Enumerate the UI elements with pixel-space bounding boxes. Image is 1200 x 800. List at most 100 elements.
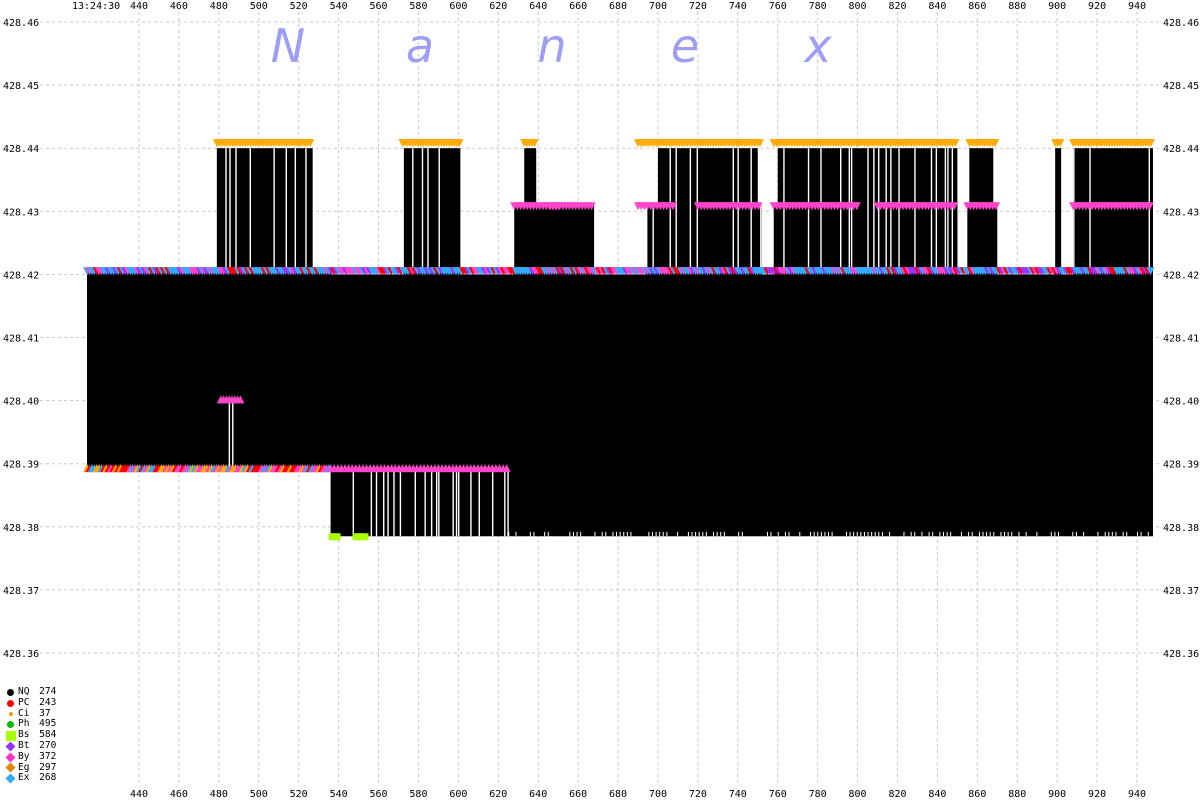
quote-gap xyxy=(235,148,237,272)
quote-gap xyxy=(820,148,822,272)
quote-gap xyxy=(848,148,851,272)
quote-marker xyxy=(1146,267,1155,276)
x-tick-bottom: 920 xyxy=(1088,789,1106,800)
nbbo-band xyxy=(220,400,241,471)
quote-gap xyxy=(626,531,628,537)
x-tick-top: 760 xyxy=(769,1,787,12)
quote-gap xyxy=(508,531,510,537)
quote-marker xyxy=(1056,139,1065,148)
round-marker-icon xyxy=(7,688,14,696)
x-tick-top: 920 xyxy=(1088,1,1106,12)
quote-gap xyxy=(675,148,677,272)
quote-gap xyxy=(910,531,912,537)
diamond-marker-icon xyxy=(5,741,16,752)
quote-gap xyxy=(1036,531,1038,537)
quote-gap xyxy=(273,148,275,272)
quote-gap xyxy=(856,531,858,537)
x-tick-top: 620 xyxy=(489,1,507,12)
quote-gap xyxy=(1000,531,1002,537)
quote-gap xyxy=(605,531,607,537)
x-tick-bottom: 680 xyxy=(609,789,627,800)
x-tick-bottom: 520 xyxy=(290,789,308,800)
quote-gap xyxy=(986,531,988,537)
quote-gap xyxy=(594,531,596,537)
x-tick-top: 720 xyxy=(689,1,707,12)
y-tick-left: 428.43 xyxy=(3,207,39,218)
quote-gap xyxy=(705,531,707,537)
quote-gap xyxy=(249,148,251,272)
quote-gap xyxy=(1054,531,1056,537)
quote-gap xyxy=(932,531,934,537)
x-tick-bottom: 720 xyxy=(689,789,707,800)
legend-label: Eg xyxy=(18,761,30,773)
x-tick-bottom: 700 xyxy=(649,789,667,800)
quote-marker xyxy=(1146,139,1155,148)
x-tick-bottom: 640 xyxy=(529,789,547,800)
quote-gap xyxy=(951,148,954,272)
x-tick-bottom: 480 xyxy=(210,789,228,800)
quote-gap xyxy=(294,148,297,272)
quote-gap xyxy=(669,148,671,272)
quote-gap xyxy=(305,148,307,272)
x-tick-bottom: 620 xyxy=(489,789,507,800)
quote-marker xyxy=(951,139,960,148)
quote-gap xyxy=(807,148,810,272)
quote-gap xyxy=(630,531,632,537)
quote-gap xyxy=(1011,531,1013,537)
quote-gap xyxy=(1108,531,1110,537)
quote-gap xyxy=(738,531,740,537)
quote-gap xyxy=(698,531,700,537)
quote-gap xyxy=(1073,148,1075,272)
y-tick-right: 428.43 xyxy=(1163,207,1199,218)
y-tick-left: 428.42 xyxy=(3,270,39,281)
nbbo-band xyxy=(402,148,461,275)
quote-gap xyxy=(766,531,768,537)
quote-gap xyxy=(914,148,916,272)
quote-gap xyxy=(845,531,847,537)
quote-gap xyxy=(885,148,887,272)
quote-gap xyxy=(817,531,819,537)
legend-count: 37 xyxy=(33,707,51,719)
nbbo-band xyxy=(969,148,994,275)
quote-marker xyxy=(502,464,511,473)
quote-marker xyxy=(587,202,596,211)
quote-gap xyxy=(871,531,873,537)
y-tick-left: 428.44 xyxy=(3,144,39,155)
quote-gap xyxy=(648,531,650,537)
nbbo-band xyxy=(550,204,595,275)
x-tick-bottom: 860 xyxy=(968,789,986,800)
quote-gap xyxy=(666,531,668,537)
legend-count: 268 xyxy=(33,772,57,784)
legend-label: By xyxy=(18,750,30,762)
exchange-legend: NQ 274 PC 243 Ci 37 Ph 495 Bs 584 Bt 270 By 37… xyxy=(5,686,57,784)
legend-label: Bt xyxy=(18,739,30,751)
quote-gap xyxy=(576,531,578,537)
quote-gap xyxy=(623,531,625,537)
y-tick-right: 428.44 xyxy=(1163,144,1199,155)
quote-gap xyxy=(1075,531,1077,537)
x-tick-top: 640 xyxy=(529,1,547,12)
quote-gap xyxy=(612,531,614,537)
quote-gap xyxy=(402,148,404,272)
x-tick-bottom: 940 xyxy=(1128,789,1146,800)
x-tick-bottom: 900 xyxy=(1048,789,1066,800)
quote-gap xyxy=(387,470,389,537)
axes-labels: 440 440 460 460 480 480 500 500 520 520 540 540 560 5… xyxy=(3,1,1199,800)
quote-gap xyxy=(944,148,947,272)
quote-gap xyxy=(1025,531,1027,537)
quote-marker xyxy=(236,395,245,404)
x-tick-bottom: 540 xyxy=(330,789,348,800)
y-tick-right: 428.36 xyxy=(1163,649,1199,660)
quote-marker xyxy=(755,139,764,148)
quote-gap xyxy=(770,531,772,537)
y-tick-right: 428.38 xyxy=(1163,523,1199,534)
quote-gap xyxy=(950,531,952,537)
x-tick-top: 540 xyxy=(330,1,348,12)
legend-item-ph: Ph 495 xyxy=(6,719,56,730)
quote-gap xyxy=(788,531,790,537)
watermark-letter: e xyxy=(671,19,699,73)
x-tick-top: 580 xyxy=(409,1,427,12)
legend-item-by: By 372 xyxy=(5,750,56,763)
y-tick-left: 428.45 xyxy=(3,81,39,92)
quote-gap xyxy=(723,531,725,537)
